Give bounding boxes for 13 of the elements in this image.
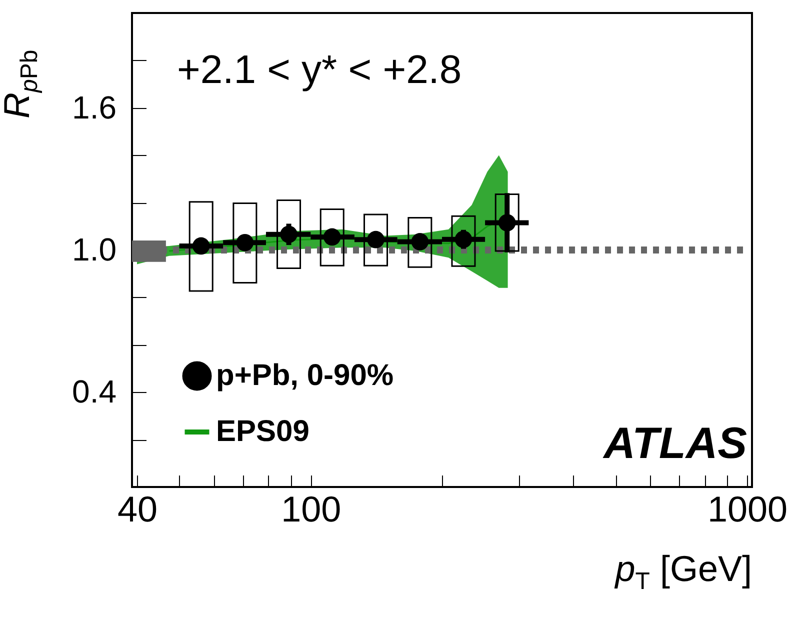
y-tick-label: 1.6: [72, 89, 116, 126]
y-tick-label: 0.4: [72, 374, 116, 410]
legend-label: p+Pb, 0-90%: [216, 359, 394, 392]
annotation: ATLAS: [602, 419, 747, 468]
x-tick-label: 100: [281, 488, 342, 530]
x-axis-title: p$_{T}$ [GeV]: [615, 548, 752, 596]
y-tick-label: 1.0: [72, 232, 116, 268]
point: [192, 237, 210, 255]
point: [236, 234, 254, 252]
annotation: +2.1 < y* < +2.8: [177, 48, 462, 92]
legend-label: EPS09: [216, 415, 310, 448]
x-tick-label: 1000: [707, 488, 788, 530]
x-tick-label: 40: [117, 488, 158, 530]
